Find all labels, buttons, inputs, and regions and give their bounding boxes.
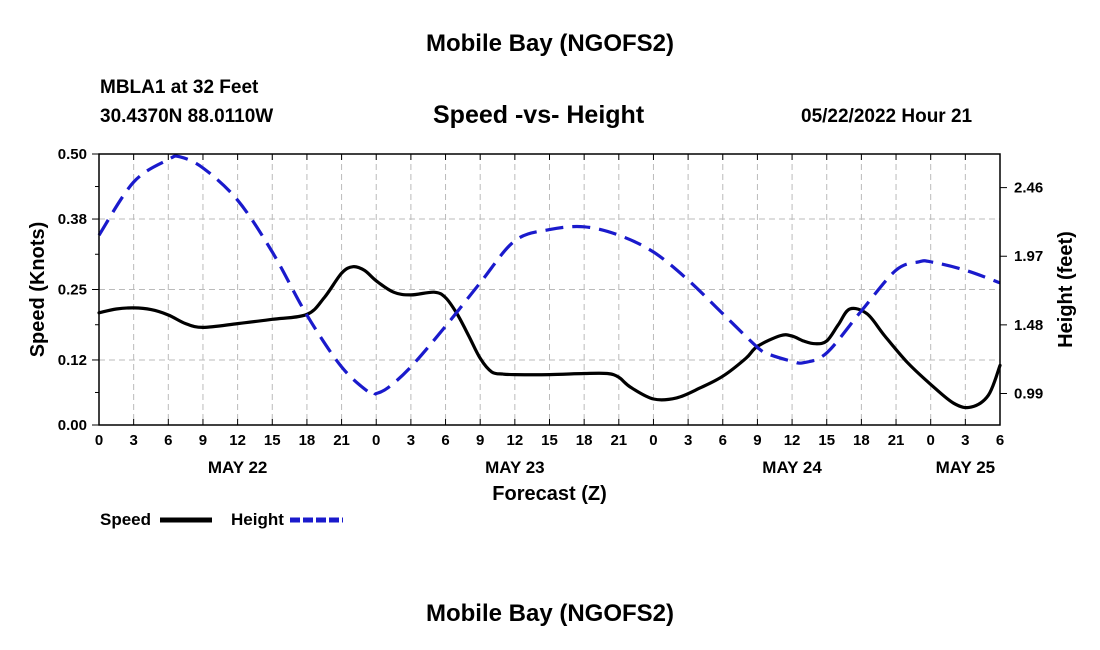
legend: Speed Height xyxy=(100,510,343,529)
x-tick-label: 3 xyxy=(684,432,692,449)
x-tick-label: 0 xyxy=(95,432,103,449)
x-tick-label: 18 xyxy=(576,432,593,449)
grid-lines xyxy=(99,154,1000,425)
date-label: MAY 23 xyxy=(485,458,545,477)
x-tick-label: 12 xyxy=(507,432,524,449)
right-axis-title: Height (feet) xyxy=(1055,231,1077,348)
date-label: MAY 22 xyxy=(208,458,268,477)
x-tick-label: 18 xyxy=(853,432,870,449)
legend-height-label: Height xyxy=(231,510,284,529)
x-tick-label: 6 xyxy=(719,432,727,449)
chart-subtitle: Speed -vs- Height xyxy=(433,101,645,129)
x-tick-label: 18 xyxy=(299,432,316,449)
x-tick-label: 12 xyxy=(784,432,801,449)
x-tick-label: 21 xyxy=(888,432,905,449)
x-tick-label: 15 xyxy=(541,432,558,449)
x-tick-label: 0 xyxy=(372,432,380,449)
left-y-tick-label: 0.12 xyxy=(58,352,87,369)
x-tick-label: 3 xyxy=(961,432,969,449)
chart-title: Mobile Bay (NGOFS2) xyxy=(425,30,675,57)
series-lines xyxy=(97,154,1002,410)
left-y-tick-label: 0.25 xyxy=(58,282,87,299)
left-axis-title: Speed (Knots) xyxy=(27,222,49,358)
x-tick-label: 9 xyxy=(753,432,761,449)
x-tick-label: 9 xyxy=(199,432,207,449)
right-y-tick-label: 0.99 xyxy=(1014,385,1043,402)
forecast-datetime: 05/22/2022 Hour 21 xyxy=(801,106,973,127)
x-tick-label: 6 xyxy=(441,432,449,449)
x-tick-label: 15 xyxy=(264,432,281,449)
x-tick-label: 3 xyxy=(407,432,415,449)
x-tick-label: 21 xyxy=(610,432,627,449)
right-y-tick-label: 1.97 xyxy=(1014,248,1043,265)
height-series-line xyxy=(97,154,1001,398)
date-label: MAY 24 xyxy=(762,458,822,477)
x-tick-label: 9 xyxy=(476,432,484,449)
legend-speed-label: Speed xyxy=(100,510,151,529)
station-coordinates: 30.4370N 88.0110W xyxy=(100,106,274,127)
x-tick-label: 6 xyxy=(996,432,1004,449)
left-y-tick-label: 0.38 xyxy=(58,211,87,228)
x-tick-label: 21 xyxy=(333,432,350,449)
x-tick-label: 15 xyxy=(818,432,835,449)
x-tick-label: 0 xyxy=(649,432,657,449)
station-label: MBLA1 at 32 Feet xyxy=(100,77,259,98)
left-y-tick-label: 0.50 xyxy=(58,146,87,163)
x-axis-title: Forecast (Z) xyxy=(492,483,606,505)
date-label: MAY 25 xyxy=(936,458,996,477)
left-y-tick-label: 0.00 xyxy=(58,417,87,434)
x-tick-label: 3 xyxy=(129,432,137,449)
x-tick-label: 6 xyxy=(164,432,172,449)
right-y-tick-label: 1.48 xyxy=(1014,317,1043,334)
footer-title: Mobile Bay (NGOFS2) xyxy=(425,600,675,627)
speed-height-chart: 0 3 6 9 12 15 18 21 0 3 6 9 12 15 18 21 0 3 6 9 12 15 18 21 0 3 6M… xyxy=(27,146,1077,529)
right-y-tick-label: 2.46 xyxy=(1014,180,1043,197)
speed-series-line xyxy=(97,265,1002,410)
x-tick-label: 0 xyxy=(927,432,935,449)
x-tick-label: 12 xyxy=(229,432,246,449)
axes: 0 3 6 9 12 15 18 21 0 3 6 9 12 15 18 21 0 3 6 9 12 15 18 21 0 3 6M… xyxy=(58,146,1043,477)
